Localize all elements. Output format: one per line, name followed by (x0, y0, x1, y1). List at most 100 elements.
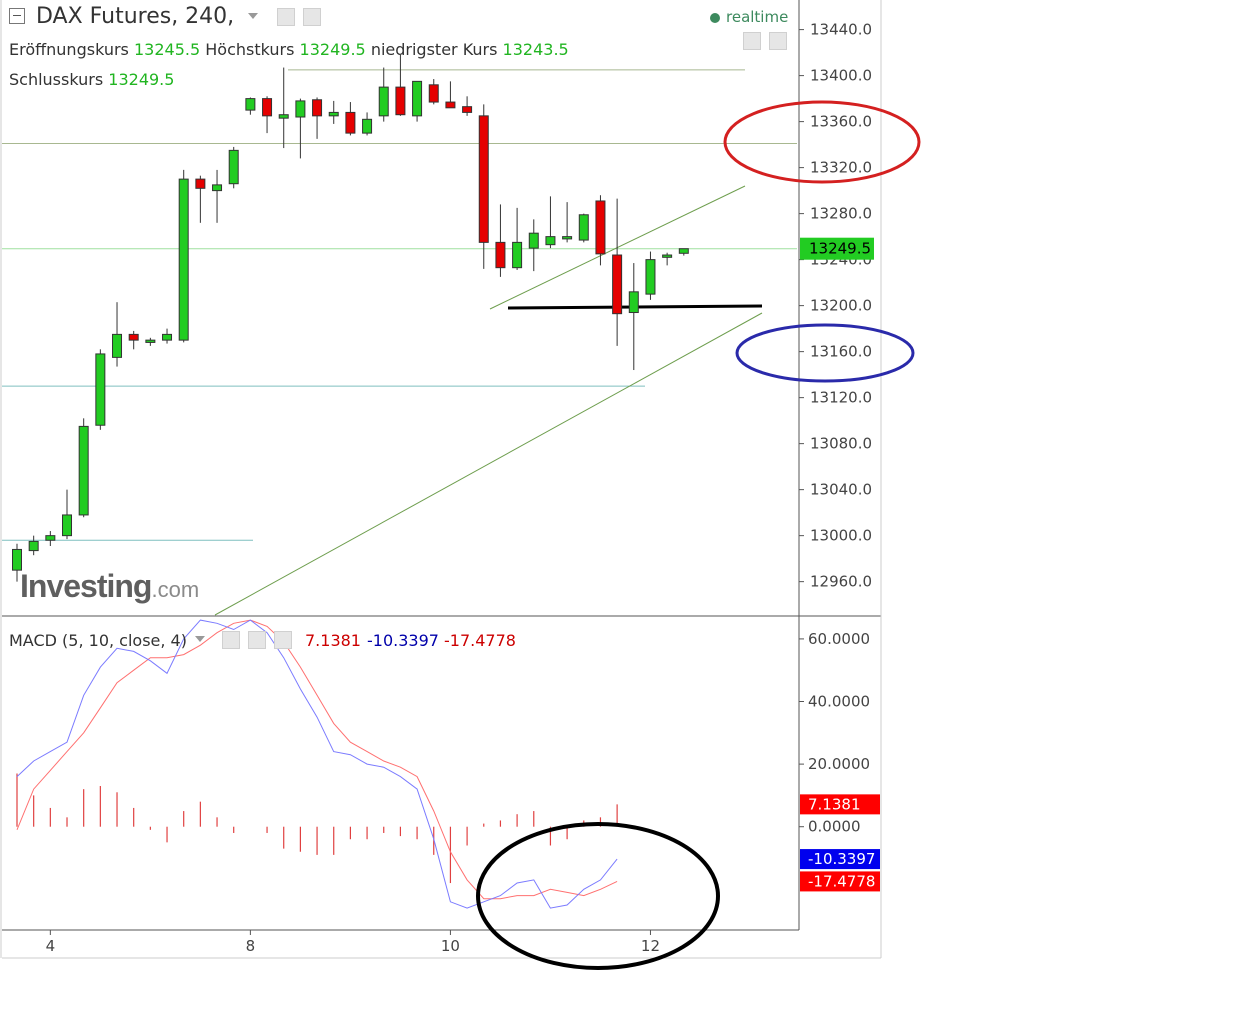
macd-value-badge-label: -17.4778 (808, 872, 875, 890)
candle-body (428, 84, 439, 103)
collapse-icon[interactable] (9, 8, 25, 24)
macd-value-2: -10.3397 (367, 631, 439, 650)
chevron-down-icon[interactable] (195, 636, 205, 642)
candle-body (345, 111, 356, 134)
chart-borders (0, 0, 882, 959)
high-value: 13249.5 (299, 40, 366, 59)
candle-body (228, 149, 239, 185)
open-label: Eröffnungskurs (9, 40, 129, 59)
macd-line (16, 619, 618, 909)
macd-tick-label: 20.0000 (808, 755, 870, 773)
price-tick-label: 13440.0 (810, 21, 872, 39)
candle-body (278, 114, 289, 119)
candle-body (312, 99, 323, 117)
candle-body (462, 106, 473, 113)
candle-body (478, 115, 489, 243)
close-label: Schlusskurs (9, 70, 104, 89)
macd-value-badge-label: -10.3397 (808, 850, 875, 868)
realtime-indicator: realtime (710, 8, 788, 26)
trendline-lower (214, 312, 763, 616)
macd-value-badge (800, 849, 880, 870)
macd-value-badge-label: 7.1381 (808, 795, 861, 813)
price-tick-label: 13080.0 (810, 435, 872, 453)
logo-suffix-text: .com (151, 577, 200, 602)
last-price-badge (800, 237, 874, 260)
macd-panel (16, 619, 618, 909)
close-row: Schlusskurs 13249.5 (9, 70, 174, 89)
candle-body (78, 425, 89, 516)
macd-value-1: 7.1381 (305, 631, 361, 650)
candle-body (162, 333, 173, 341)
candle-body (595, 200, 606, 255)
eye-icon[interactable] (222, 631, 240, 649)
status-dot-icon (710, 12, 720, 23)
time-tick-label: 8 (246, 937, 256, 955)
chevron-down-icon[interactable] (248, 13, 258, 19)
gear-icon[interactable] (248, 631, 266, 649)
chart-title: DAX Futures, 240, (36, 4, 235, 29)
candle-body (95, 353, 106, 426)
macd-value-badge (800, 871, 880, 892)
candle-body (562, 236, 573, 240)
candle-body (62, 514, 73, 537)
candle-body (528, 232, 539, 249)
candle-body (45, 535, 56, 541)
candle-body (678, 248, 689, 254)
candle-body (295, 100, 306, 118)
price-tick-label: 13320.0 (810, 159, 872, 177)
time-tick-label: 10 (441, 937, 460, 955)
candle-body (195, 178, 206, 189)
price-tick-label: 13200.0 (810, 297, 872, 315)
candle-body (362, 118, 373, 134)
candle-body (245, 98, 256, 111)
macd-tick-label: 40.0000 (808, 693, 870, 711)
arrow-up-down-icon[interactable] (769, 32, 787, 50)
time-tick-label: 12 (641, 937, 660, 955)
blue-ellipse-annotation (735, 323, 915, 383)
last-price-badge-label: 13249.5 (809, 240, 871, 258)
realtime-label: realtime (726, 8, 789, 26)
arrow-down-icon[interactable] (743, 32, 761, 50)
candle-body (28, 540, 39, 552)
logo-main-text: Investing (20, 568, 152, 604)
price-tick-label: 13000.0 (810, 527, 872, 545)
low-label: niedrigster Kurs (370, 40, 498, 59)
investing-logo: Investing.com (20, 568, 199, 605)
candle-body (612, 254, 623, 315)
ohlc-row: Eröffnungskurs 13245.5 Höchstkurs 13249.… (9, 40, 569, 59)
black-ellipse-annotation (476, 822, 720, 970)
low-value: 13243.5 (502, 40, 569, 59)
price-tick-label: 13280.0 (810, 205, 872, 223)
candle-body (378, 86, 389, 117)
candle-body (212, 184, 223, 192)
macd-tick-label: 0.0000 (808, 818, 861, 836)
candle-body (662, 254, 673, 258)
price-tick-label: 13160.0 (810, 343, 872, 361)
candle-body (512, 241, 523, 269)
candle-body (412, 80, 423, 117)
candle-body (145, 339, 156, 343)
eye-icon[interactable] (277, 8, 295, 26)
time-tick-label: 4 (46, 937, 56, 955)
candle-body (628, 291, 639, 314)
candles (12, 54, 689, 582)
candle-body (12, 548, 22, 571)
candle-body (178, 178, 189, 341)
drawn-ellipses (476, 100, 921, 970)
high-label: Höchstkurs (205, 40, 295, 59)
macd-value-3: -17.4778 (444, 631, 516, 650)
price-tick-label: 13360.0 (810, 113, 872, 131)
candle-body (328, 111, 339, 117)
price-axis: 13440.013400.013360.013320.013280.013240… (799, 21, 874, 591)
price-tick-label: 13120.0 (810, 389, 872, 407)
price-tick-label: 13040.0 (810, 481, 872, 499)
gear-icon[interactable] (303, 8, 321, 26)
candle-body (445, 101, 456, 109)
candle-body (128, 333, 139, 341)
candle-body (495, 241, 506, 269)
close-icon[interactable] (274, 631, 292, 649)
close-value: 13249.5 (108, 70, 175, 89)
candle-body (112, 333, 123, 358)
